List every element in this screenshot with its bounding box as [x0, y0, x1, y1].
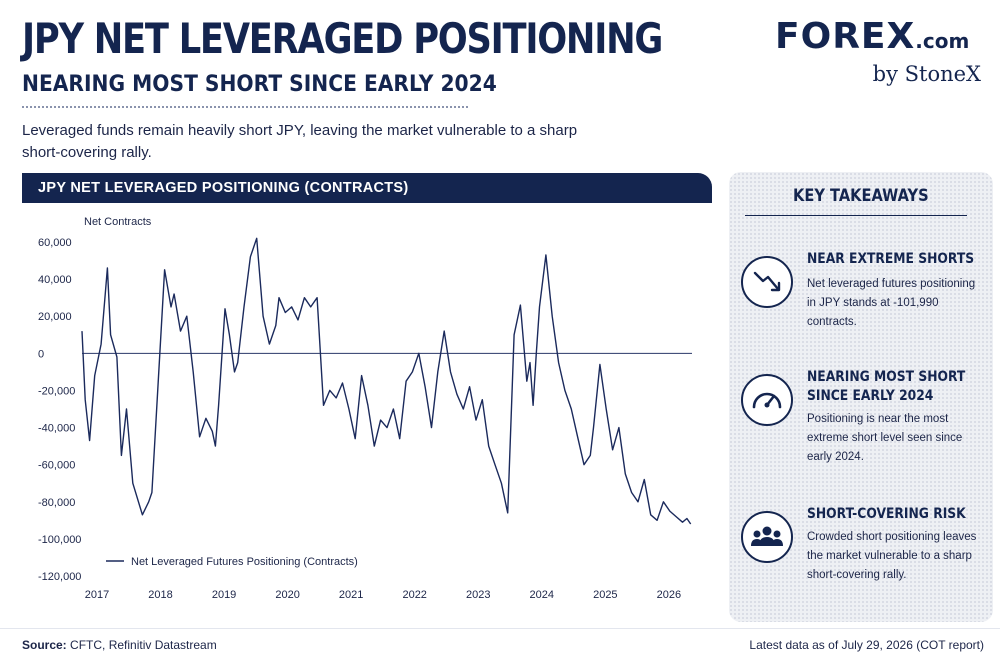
y-tick-label: -20,000	[38, 385, 75, 397]
takeaway-body: Net leveraged futures positioning in JPY…	[807, 278, 976, 328]
positioning-chart: Net Contracts 60,000 40,000 20,000 0 -20,000 -…	[38, 216, 692, 601]
gauge-icon	[741, 374, 793, 426]
takeaway-body: Positioning is near the most extreme sho…	[807, 413, 963, 463]
source-text: CFTC, Refinitiv Datastream	[70, 638, 217, 652]
latest-data-note: Latest data as of July 29, 2026 (COT rep…	[749, 638, 984, 652]
takeaway-body: Crowded short positioning leaves the mar…	[807, 531, 977, 581]
key-takeaways-title-text: KEY TAKEAWAYS	[793, 186, 929, 206]
trend-down-icon	[741, 256, 793, 308]
x-tick-label: 2019	[212, 589, 236, 601]
chart-header: JPY NET LEVERAGED POSITIONING (CONTRACTS…	[22, 173, 712, 203]
y-tick-label: 0	[38, 348, 44, 360]
logo-main-text: FOREX	[775, 16, 916, 57]
y-tick-label: -40,000	[38, 423, 75, 435]
title-divider	[22, 106, 468, 108]
intro-text: Leveraged funds remain heavily short JPY…	[22, 122, 578, 161]
page-subtitle: NEARING MOST SHORT SINCE EARLY 2024	[22, 72, 497, 97]
panel-divider	[745, 215, 967, 216]
x-tick-label: 2026	[657, 589, 681, 601]
x-tick-label: 2018	[148, 589, 172, 601]
footer-divider	[0, 628, 1000, 629]
key-takeaways-title: KEY TAKEAWAYS	[729, 186, 993, 206]
source-note: Source: CFTC, Refinitiv Datastream	[22, 638, 217, 652]
x-tick-label: 2017	[85, 589, 109, 601]
y-tick-label: 20,000	[38, 311, 72, 323]
x-tick-label: 2025	[593, 589, 617, 601]
y-tick-label: 60,000	[38, 237, 72, 249]
x-tick-label: 2023	[466, 589, 490, 601]
y-tick-label: -100,000	[38, 534, 81, 546]
x-tick-label: 2020	[275, 589, 299, 601]
y-tick-label: -80,000	[38, 497, 75, 509]
crowd-icon	[741, 511, 793, 563]
key-takeaways-panel: KEY TAKEAWAYS NEAR EXTREME SHORTS Net le…	[729, 172, 993, 622]
takeaway-heading: SHORT-COVERING RISK	[807, 506, 966, 522]
y-tick-label: -60,000	[38, 460, 75, 472]
logo-wordmark: FOREX.com	[775, 16, 969, 57]
y-tick-label: 40,000	[38, 274, 72, 286]
logo-tagline: by StoneX	[872, 62, 981, 86]
page-title: JPY NET LEVERAGED POSITIONING	[22, 14, 663, 63]
logo-suffix: .com	[915, 29, 970, 53]
takeaway-heading: NEAR EXTREME SHORTS	[807, 251, 975, 267]
x-tick-label: 2021	[339, 589, 363, 601]
x-tick-label: 2024	[530, 589, 554, 601]
source-label: Source:	[22, 638, 67, 652]
x-tick-label: 2022	[402, 589, 426, 601]
forex-logo[interactable]: FOREX.com by StoneX	[775, 16, 985, 96]
series-line	[81, 237, 692, 525]
legend-label: Net Leveraged Futures Positioning (Contr…	[131, 556, 358, 568]
y-axis-title: Net Contracts	[84, 216, 152, 228]
y-tick-label: -120,000	[38, 571, 81, 583]
takeaway-heading: NEARING MOST SHORT SINCE EARLY 2024	[807, 369, 966, 404]
